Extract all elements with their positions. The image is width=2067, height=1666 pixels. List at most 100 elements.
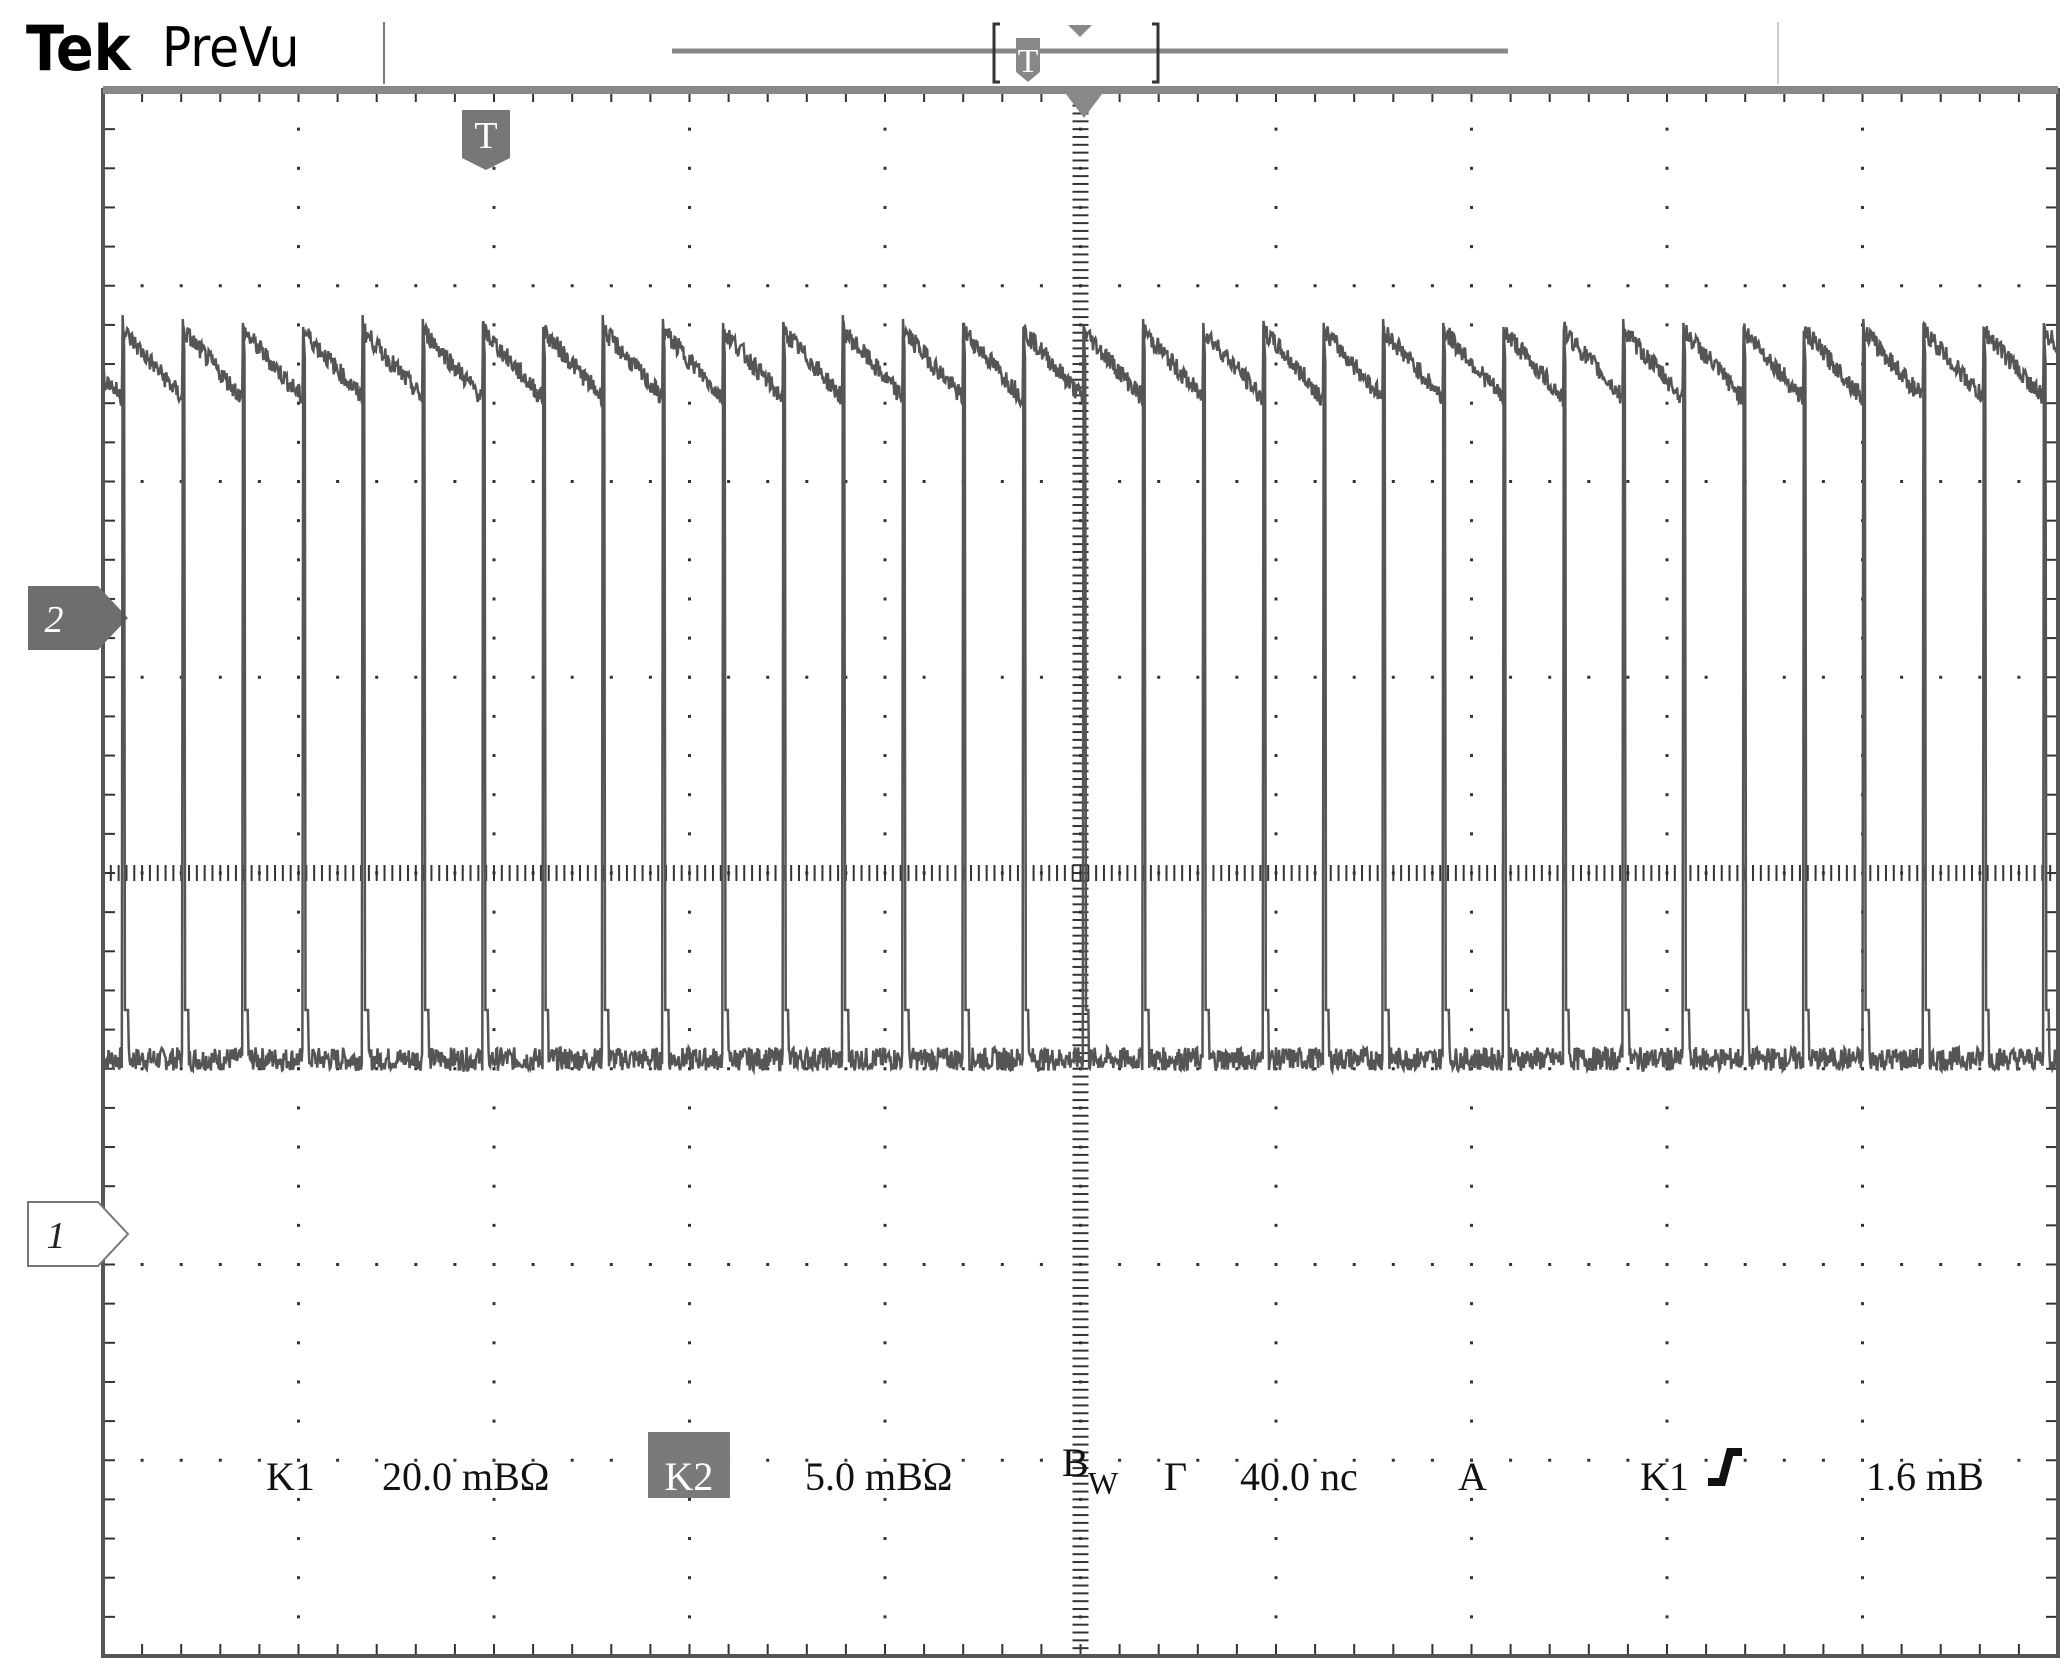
grid-dot xyxy=(1274,440,1278,444)
grid-dot xyxy=(297,323,300,327)
center-tick xyxy=(1931,865,1934,881)
record-window-brackets[interactable] xyxy=(992,22,1160,84)
grid-dot xyxy=(648,284,652,288)
grid-dot xyxy=(492,245,496,249)
center-tick xyxy=(1361,865,1364,881)
trigger-marker-screen[interactable]: T xyxy=(462,110,510,170)
grid-dot xyxy=(1587,284,1591,288)
grid-dot xyxy=(1861,1615,1864,1619)
trigger-marker-top[interactable] xyxy=(1016,38,1040,82)
center-tick xyxy=(1767,865,1770,881)
center-tick xyxy=(1838,865,1841,881)
trigger-marker-screen-label: T xyxy=(474,115,497,157)
grid-dot xyxy=(1861,1537,1864,1541)
center-tick xyxy=(1728,865,1731,881)
grid-dot xyxy=(688,636,691,640)
grid-dot xyxy=(297,205,300,209)
edge-tick xyxy=(688,1644,691,1656)
center-tick xyxy=(1072,1568,1089,1571)
grid-dot xyxy=(2017,1067,2021,1071)
ch2-marker[interactable]: 2 xyxy=(28,586,128,650)
center-tick xyxy=(203,865,206,881)
grid-dot xyxy=(1665,910,1669,914)
center-tick xyxy=(571,865,574,881)
center-tick xyxy=(2017,865,2020,881)
grid-dot xyxy=(1000,1263,1004,1266)
center-tick xyxy=(1454,865,1457,881)
center-tick xyxy=(532,865,535,881)
grid-dot xyxy=(570,1067,574,1071)
center-tick xyxy=(1095,865,1098,881)
center-tick xyxy=(1072,519,1089,522)
center-tick xyxy=(430,865,433,881)
ch2-scale: 5.0 mBΩ xyxy=(805,1454,953,1499)
grid-dot xyxy=(1665,1184,1669,1188)
edge-tick xyxy=(453,90,456,102)
grid-dot xyxy=(1274,323,1278,327)
grid-dot xyxy=(1861,1576,1864,1580)
center-tick xyxy=(1353,865,1356,881)
grid-dot xyxy=(1665,1067,1669,1071)
ch2-label-box[interactable] xyxy=(648,1432,730,1498)
grid-dot xyxy=(1782,675,1786,679)
center-tick xyxy=(1314,865,1317,881)
center-tick xyxy=(884,865,886,881)
grid-dot xyxy=(492,166,496,170)
center-tick xyxy=(1509,865,1512,881)
edge-tick xyxy=(2046,1302,2058,1305)
grid-dot xyxy=(1470,401,1473,405)
center-tick xyxy=(1337,865,1340,881)
center-tick xyxy=(1072,151,1089,154)
grid-dot xyxy=(1274,127,1278,131)
grid-dot xyxy=(336,675,340,679)
center-tick xyxy=(1072,135,1089,138)
center-tick xyxy=(1072,1412,1089,1415)
grid-dot xyxy=(1861,205,1864,209)
grid-dot xyxy=(609,1067,613,1071)
center-tick xyxy=(1540,865,1543,881)
center-tick xyxy=(1072,950,1089,953)
center-tick xyxy=(1407,865,1410,881)
center-tick xyxy=(1072,316,1089,319)
edge-tick xyxy=(103,1146,115,1149)
center-tick xyxy=(930,865,933,881)
grid-dot xyxy=(1665,323,1669,327)
center-tick xyxy=(367,865,370,881)
edge-tick xyxy=(610,90,613,102)
center-tick xyxy=(1235,865,1238,881)
edge-tick xyxy=(2046,872,2058,874)
center-tick xyxy=(625,865,628,881)
grid-dot xyxy=(883,1106,887,1110)
grid-dot xyxy=(1626,675,1630,679)
grid-dot xyxy=(883,1576,887,1580)
center-tick xyxy=(1149,865,1152,881)
edge-tick xyxy=(2046,323,2058,326)
edge-tick xyxy=(844,90,847,102)
center-tick xyxy=(1072,1052,1089,1055)
center-tick xyxy=(1072,997,1089,1000)
center-tick xyxy=(1579,865,1582,881)
grid-dot xyxy=(648,675,652,679)
center-tick xyxy=(508,865,511,881)
grid-dot xyxy=(1235,1458,1239,1462)
ch1-marker[interactable]: 1 xyxy=(27,1201,130,1267)
grid-dot xyxy=(1665,714,1669,718)
center-tick xyxy=(1072,1161,1089,1164)
center-tick xyxy=(1110,865,1113,881)
grid-dot xyxy=(1274,519,1278,523)
edge-tick xyxy=(1900,90,1903,102)
center-tick xyxy=(766,865,769,881)
grid-dot xyxy=(1861,1223,1864,1227)
center-tick xyxy=(1072,159,1089,162)
center-tick xyxy=(1032,865,1035,881)
grid-dot xyxy=(1196,284,1200,288)
center-tick xyxy=(141,865,144,881)
center-tick xyxy=(837,865,840,881)
center-tick xyxy=(1072,355,1089,358)
grid-dot xyxy=(688,480,691,483)
center-tick xyxy=(1752,865,1755,881)
grid-dot xyxy=(297,1419,300,1423)
grid-dot xyxy=(1000,1458,1004,1462)
grid-dot xyxy=(375,1263,379,1266)
center-tick xyxy=(1423,865,1426,881)
